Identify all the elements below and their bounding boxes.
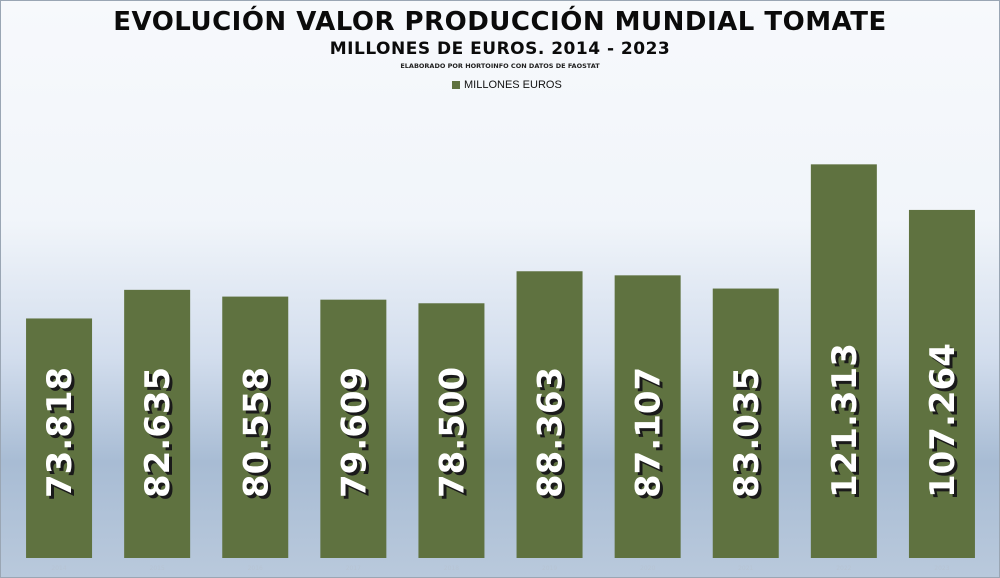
data-label-shadow: 107.264	[926, 346, 966, 501]
data-label-shadow: 79.609	[337, 370, 377, 501]
bar-2016	[222, 296, 289, 558]
bar-2019	[516, 271, 583, 558]
data-label-2014: 73.818	[40, 367, 80, 498]
data-label-2023: 107.264	[923, 343, 963, 498]
data-label-2021: 83.035	[727, 367, 767, 498]
data-label-shadow: 83.035	[730, 370, 770, 501]
x-tick-label-2021: 2021	[738, 565, 753, 572]
bar-2023	[908, 209, 975, 558]
data-label-shadow: 78.500	[435, 370, 475, 501]
chart-title: EVOLUCIÓN VALOR PRODUCCIÓN MUNDIAL TOMAT…	[113, 7, 887, 37]
data-label-shadow: 88.363	[534, 370, 574, 501]
data-label-shadow: 82.635	[141, 370, 181, 501]
bar-2022	[810, 164, 877, 559]
data-label-shadow: 121.313	[828, 346, 868, 501]
bar-2020	[614, 275, 681, 558]
x-tick-label-2020: 2020	[640, 565, 655, 572]
data-label-2017: 79.609	[334, 367, 374, 498]
bar-2018	[418, 303, 485, 558]
bar-2014	[26, 318, 93, 558]
data-label-2016: 80.558	[236, 367, 276, 498]
legend-label: MILLONES EUROS	[464, 79, 562, 91]
x-tick-label-2023: 2023	[934, 565, 949, 572]
data-label-2015: 82.635	[138, 367, 178, 498]
data-label-2019: 88.363	[531, 367, 571, 498]
data-label-2018: 78.500	[432, 367, 472, 498]
legend: MILLONES EUROS	[452, 78, 562, 92]
chart-credit: ELABORADO POR HORTOINFO CON DATOS DE FAO…	[400, 62, 600, 70]
x-tick-label-2016: 2016	[248, 565, 263, 572]
x-tick-label-2022: 2022	[836, 565, 851, 572]
x-tick-label-2018: 2018	[444, 565, 459, 572]
data-label-2022: 121.313	[825, 343, 865, 498]
x-tick-label-2017: 2017	[346, 565, 361, 572]
data-label-shadow: 87.107	[632, 370, 672, 501]
x-tick-label-2015: 2015	[150, 565, 165, 572]
legend-swatch	[452, 81, 460, 89]
bar-2015	[124, 289, 191, 558]
x-tick-label-2014: 2014	[51, 565, 66, 572]
data-label-shadow: 80.558	[239, 370, 279, 501]
bar-2017	[320, 299, 387, 558]
data-label-2020: 87.107	[629, 367, 669, 498]
x-tick-label-2019: 2019	[542, 565, 557, 572]
bar-2021	[712, 288, 779, 558]
chart-subtitle: MILLONES DE EUROS. 2014 - 2023	[329, 39, 671, 59]
data-label-shadow: 73.818	[43, 370, 83, 501]
